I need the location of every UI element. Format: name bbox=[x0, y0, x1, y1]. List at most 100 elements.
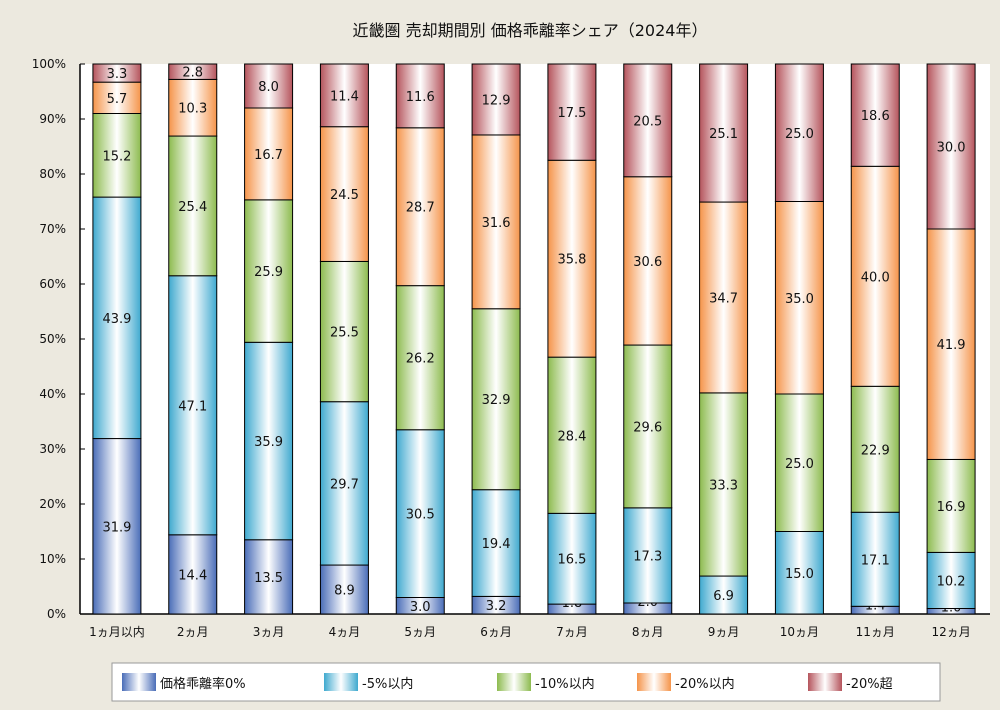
bar-segment bbox=[92, 196, 142, 440]
bar-segment bbox=[471, 308, 521, 491]
bar-segment bbox=[319, 564, 369, 615]
data-label: 3.3 bbox=[107, 67, 128, 82]
legend-label: -5%以内 bbox=[362, 676, 413, 692]
data-label: 25.0 bbox=[785, 127, 814, 142]
bar-segment bbox=[395, 429, 445, 598]
legend-label: -20%超 bbox=[846, 677, 893, 692]
legend-items: 価格乖離率0% -5%以内 -10%以内 -20%以内 -20%超 bbox=[122, 673, 893, 692]
y-axis: 0% 10% 20% 30% 40% 50% 60% 70% 80% 90% 100% bbox=[32, 57, 990, 621]
x-tick-label: 12ヵ月 bbox=[931, 625, 970, 639]
data-label: 17.5 bbox=[557, 106, 586, 121]
data-label: 17.3 bbox=[633, 549, 662, 564]
data-label: 30.5 bbox=[406, 508, 435, 523]
bar-segment bbox=[774, 531, 824, 615]
data-label: 24.5 bbox=[330, 188, 359, 203]
data-label: 43.9 bbox=[102, 312, 131, 327]
y-tick-label: 70% bbox=[39, 222, 66, 236]
plot-area bbox=[80, 64, 990, 614]
bar-segment bbox=[244, 341, 294, 541]
data-label: 2.8 bbox=[182, 66, 203, 81]
y-tick-label: 0% bbox=[47, 607, 66, 621]
bar-segment bbox=[623, 63, 673, 178]
bar-segment bbox=[850, 385, 900, 513]
x-tick-label: 7ヵ月 bbox=[556, 625, 588, 639]
data-label: 26.2 bbox=[406, 352, 435, 367]
data-label: 25.9 bbox=[254, 265, 283, 280]
bar-segment bbox=[926, 458, 976, 553]
y-tick-label: 50% bbox=[39, 332, 66, 346]
bar-segment bbox=[319, 260, 369, 403]
data-label: 25.5 bbox=[330, 326, 359, 341]
data-label: 3.0 bbox=[410, 600, 431, 615]
data-label: 16.9 bbox=[937, 500, 966, 515]
data-label: 15.0 bbox=[785, 567, 814, 582]
y-tick-label: 20% bbox=[39, 497, 66, 511]
y-tick-label: 100% bbox=[32, 57, 66, 71]
data-label: 33.3 bbox=[709, 478, 738, 493]
data-label: 20.5 bbox=[633, 114, 662, 129]
data-label: 31.9 bbox=[102, 520, 131, 535]
bar-segment bbox=[244, 199, 294, 343]
data-label: 35.0 bbox=[785, 292, 814, 307]
bar-segment bbox=[774, 63, 824, 202]
data-label: 22.9 bbox=[861, 443, 890, 458]
legend-label: 価格乖離率0% bbox=[160, 676, 246, 692]
bar-segment bbox=[168, 275, 218, 536]
y-tick-label: 10% bbox=[39, 552, 66, 566]
data-label: 15.2 bbox=[102, 149, 131, 164]
data-label: 19.4 bbox=[482, 537, 511, 552]
bar-segment bbox=[395, 63, 445, 129]
bar-segment bbox=[623, 344, 673, 509]
data-label: 5.7 bbox=[107, 92, 128, 107]
bar-segment bbox=[168, 135, 218, 277]
bar-segment bbox=[168, 78, 218, 137]
data-label: 29.7 bbox=[330, 477, 359, 492]
x-tick-label: 10ヵ月 bbox=[780, 625, 819, 639]
legend-swatch bbox=[637, 673, 671, 691]
y-tick-label: 30% bbox=[39, 442, 66, 456]
bar-segment bbox=[623, 507, 673, 604]
data-label: 12.9 bbox=[482, 93, 511, 108]
y-tick-label: 60% bbox=[39, 277, 66, 291]
x-axis: 1ヵ月以内 2ヵ月 3ヵ月 4ヵ月 5ヵ月 6ヵ月 7ヵ月 8ヵ月 9ヵ月 10ヵ月 11ヵ月 12ヵ… bbox=[89, 625, 971, 639]
data-label: 11.6 bbox=[406, 90, 435, 105]
x-tick-label: 6ヵ月 bbox=[480, 625, 512, 639]
bar-segment bbox=[926, 63, 976, 230]
y-tick-label: 80% bbox=[39, 167, 66, 181]
data-label: 31.6 bbox=[482, 216, 511, 231]
data-label: 28.4 bbox=[557, 429, 586, 444]
bar-segment bbox=[92, 113, 142, 198]
data-label: 25.4 bbox=[178, 200, 207, 215]
data-label: 10.2 bbox=[937, 574, 966, 589]
bar-segment bbox=[547, 356, 597, 514]
legend-swatch bbox=[497, 673, 531, 691]
data-label: 3.2 bbox=[486, 599, 507, 614]
data-label: 8.9 bbox=[334, 584, 355, 599]
data-label: 6.9 bbox=[713, 589, 734, 604]
bar-segment bbox=[395, 285, 445, 431]
data-label: 34.7 bbox=[709, 291, 738, 306]
bar-segment bbox=[547, 159, 597, 358]
data-label: 11.4 bbox=[330, 89, 359, 104]
data-label: 10.3 bbox=[178, 102, 207, 117]
bar-segment bbox=[319, 63, 369, 128]
bar-segment bbox=[623, 176, 673, 346]
bar-segment bbox=[850, 165, 900, 387]
bar-segment bbox=[471, 134, 521, 310]
x-tick-label: 11ヵ月 bbox=[856, 625, 895, 639]
bar-segment bbox=[850, 63, 900, 167]
legend-label: -20%以内 bbox=[675, 676, 735, 692]
data-label: 16.7 bbox=[254, 148, 283, 163]
data-label: 16.5 bbox=[557, 553, 586, 568]
y-tick-label: 40% bbox=[39, 387, 66, 401]
chart-title: 近畿圏 売却期間別 価格乖離率シェア（2024年） bbox=[353, 21, 708, 40]
legend-label: -10%以内 bbox=[535, 676, 595, 692]
legend-swatch bbox=[324, 673, 358, 691]
bar-segment bbox=[547, 63, 597, 161]
bar-segment bbox=[168, 534, 218, 615]
data-label: 47.1 bbox=[178, 399, 207, 414]
x-tick-label: 4ヵ月 bbox=[329, 625, 361, 639]
x-tick-label: 8ヵ月 bbox=[632, 625, 664, 639]
bar-segment bbox=[92, 63, 142, 83]
